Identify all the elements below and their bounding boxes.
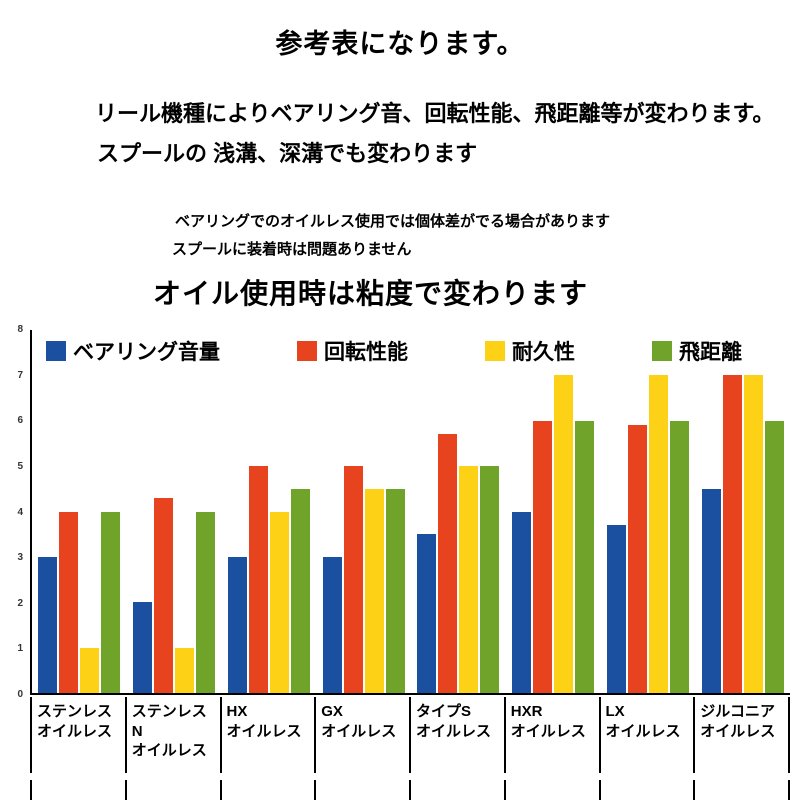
footer-cell — [695, 780, 790, 800]
y-tick-label: 2 — [17, 597, 23, 609]
y-tick-label: 5 — [17, 460, 23, 472]
footer-cell — [601, 780, 696, 800]
bar-group — [411, 330, 506, 693]
y-tick-label: 0 — [17, 689, 23, 700]
bar — [417, 534, 437, 693]
x-axis-label: GX オイルレス — [316, 697, 411, 773]
y-tick-label: 3 — [17, 552, 23, 564]
bar — [648, 375, 668, 693]
bar-group — [695, 330, 790, 693]
bar-group — [127, 330, 222, 693]
description-line-1: リール機種によりベアリング音、回転性能、飛距離等が変わります。 — [95, 101, 775, 126]
bar — [38, 556, 58, 693]
bar-group — [506, 330, 601, 693]
bar — [669, 420, 689, 693]
bar — [533, 420, 553, 693]
bar — [512, 511, 532, 693]
bar-group — [601, 330, 696, 693]
footer-cell — [222, 780, 317, 800]
bar-group — [222, 330, 317, 693]
bar — [196, 511, 216, 693]
bar — [343, 466, 363, 693]
x-axis-label: ステンレスN オイルレス — [127, 697, 222, 773]
bar — [101, 511, 121, 693]
x-axis-label: HX オイルレス — [222, 697, 317, 773]
note-line-2: スプールに装着時は問題ありません — [172, 241, 412, 258]
bar — [248, 466, 268, 693]
bar — [322, 556, 342, 693]
bar — [438, 434, 458, 693]
bar — [290, 488, 310, 693]
y-tick-label: 4 — [17, 506, 23, 518]
footer-cell — [30, 780, 127, 800]
y-axis: 0 1 2 3 4 5 6 7 8 — [0, 325, 26, 700]
bar — [459, 466, 479, 693]
description-line-2: スプールの 浅溝、深溝でも変わります — [97, 141, 478, 166]
bar — [227, 556, 247, 693]
footer-cell — [316, 780, 411, 800]
bar — [480, 466, 500, 693]
y-tick-label: 8 — [17, 324, 23, 335]
x-axis-label: HXR オイルレス — [506, 697, 601, 773]
bar — [154, 497, 174, 693]
bar — [575, 420, 595, 693]
footer-cell — [411, 780, 506, 800]
bar — [175, 647, 195, 693]
bar — [385, 488, 405, 693]
page-title: 参考表になります。 — [275, 29, 525, 59]
bar — [554, 375, 574, 693]
footer-cell — [506, 780, 601, 800]
x-axis-label: ステンレス オイルレス — [30, 697, 127, 773]
chart-heading: オイル使用時は粘度で変わります — [153, 278, 589, 309]
bar — [59, 511, 79, 693]
bar — [80, 647, 100, 693]
table-footer-row — [30, 780, 790, 800]
y-tick-label: 7 — [17, 369, 23, 381]
bar — [701, 488, 721, 693]
bar — [764, 420, 784, 693]
bar — [722, 375, 742, 693]
x-axis-label: ジルコニア オイルレス — [695, 697, 790, 773]
bar-group — [32, 330, 127, 693]
bar — [269, 511, 289, 693]
bar-group — [316, 330, 411, 693]
bar — [606, 525, 626, 693]
x-axis-label: LX オイルレス — [601, 697, 696, 773]
x-axis-label: タイプS オイルレス — [411, 697, 506, 773]
y-tick-label: 6 — [17, 415, 23, 427]
x-axis-labels: ステンレス オイルレス ステンレスN オイルレス HX オイルレス GX オイルレスタ… — [30, 697, 790, 773]
note-line-1: ベアリングでのオイルレス使用では個体差がでる場合があります — [175, 213, 611, 230]
footer-cell — [127, 780, 222, 800]
y-tick-label: 1 — [17, 643, 23, 655]
bar — [743, 375, 763, 693]
plot-area — [30, 330, 790, 695]
bar — [627, 425, 647, 693]
bar — [133, 602, 153, 693]
bar — [364, 488, 384, 693]
